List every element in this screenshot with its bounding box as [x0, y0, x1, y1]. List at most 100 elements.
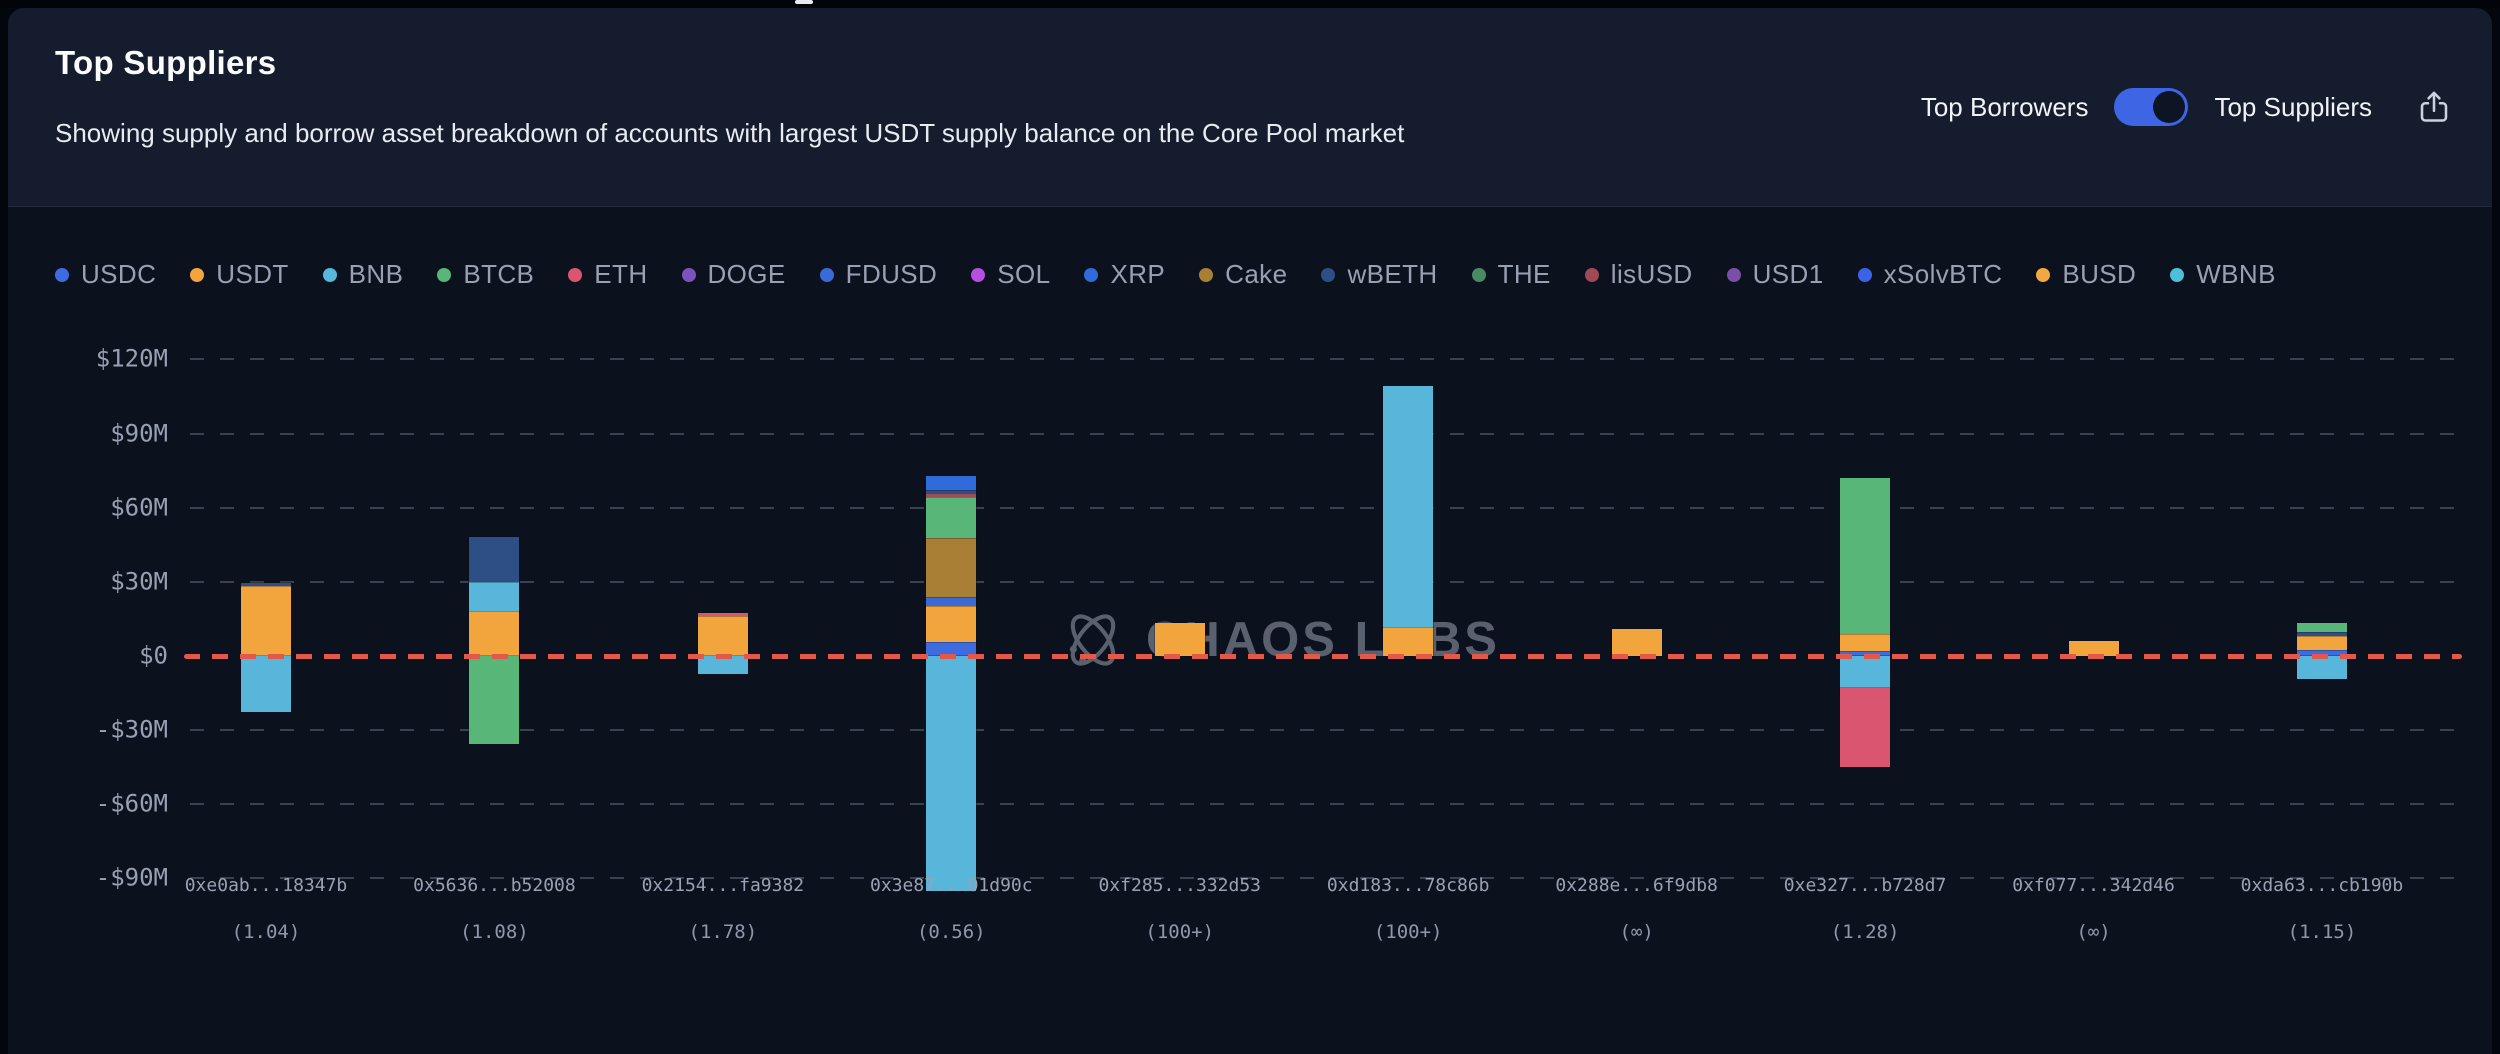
legend-dot-icon [1321, 267, 1336, 282]
legend-item-USDT[interactable]: USDT [190, 259, 288, 290]
legend-label: BTCB [463, 259, 535, 289]
x-axis-address-label: 0xe0ab...18347b [184, 875, 348, 896]
bar-segment-supply-USDT[interactable] [925, 604, 978, 644]
bar-segment-supply-BNB[interactable] [468, 580, 521, 613]
legend-label: THE [1497, 259, 1551, 289]
export-button[interactable] [2414, 87, 2454, 127]
legend-dot-icon [55, 267, 69, 282]
bar-segment-supply-wBETH[interactable] [2295, 630, 2348, 638]
bar-segment-supply-USDT[interactable] [1382, 625, 1435, 657]
x-axis-address-label: 0x288e...6f9db8 [1555, 875, 1718, 896]
legend-item-ETH[interactable]: ETH [568, 259, 647, 290]
x-axis-ratio-label: (1.78) [688, 921, 758, 943]
x-axis-ratio-label: (1.08) [460, 921, 529, 943]
chart-legend: USDC USDT BNB BTCB ETH DOGE FDUSD SOL XRP Cake wBE… [55, 259, 2276, 290]
legend-item-wBETH[interactable]: wBETH [1321, 259, 1437, 290]
bar-segment-supply-USDT[interactable] [240, 584, 292, 657]
bar-segment-supply-BTCB[interactable] [925, 496, 978, 539]
bar-segment-borrow-ETH[interactable] [1839, 687, 1892, 769]
watermark: CHAOS LABS [1060, 607, 1500, 673]
bar-segment-borrow-BNB[interactable] [696, 654, 749, 676]
bar-segment-borrow-BNB[interactable] [240, 655, 292, 713]
x-axis-address-label: 0x5636...b52008 [413, 875, 576, 896]
legend-label: SOL [997, 259, 1051, 289]
bar-segment-supply-wBETH[interactable] [240, 581, 292, 587]
legend-item-SOL[interactable]: SOL [971, 259, 1050, 290]
bar-segment-supply-BTCB[interactable] [2295, 621, 2348, 634]
bar-segment-supply-wBETH[interactable] [925, 488, 978, 495]
bar-segment-supply-Cake[interactable] [925, 536, 978, 599]
legend-label: DOGE [707, 259, 786, 289]
bar-segment-supply-USDT[interactable] [1839, 632, 1892, 653]
legend-label: USD1 [1752, 259, 1824, 289]
legend-dot-icon [568, 267, 583, 282]
legend-label: BNB [348, 259, 404, 289]
legend-label: XRP [1110, 259, 1166, 289]
legend-item-THE[interactable]: THE [1471, 259, 1551, 290]
y-axis-tick-label: -$90M [95, 863, 168, 892]
bar-segment-supply-USDT[interactable] [2067, 640, 2120, 657]
bar-segment-borrow-BNB[interactable] [925, 655, 978, 892]
legend-label: wBETH [1347, 259, 1438, 289]
legend-item-XRP[interactable]: XRP [1084, 259, 1165, 290]
bar-segment-supply-USDT[interactable] [468, 610, 521, 657]
bar-segment-supply-BTCB[interactable] [1839, 477, 1892, 635]
legend-item-lisUSD[interactable]: lisUSD [1584, 259, 1693, 290]
bar-segment-supply-USDT[interactable] [1610, 627, 1663, 657]
bar-segment-borrow-BNB[interactable] [1839, 654, 1892, 690]
header-controls: Top Borrowers Top Suppliers [1921, 8, 2454, 206]
x-axis-ratio-label: (100+) [1145, 921, 1215, 943]
legend-label: BUSD [2062, 259, 2137, 289]
bar-segment-supply-lisUSD[interactable] [925, 492, 978, 499]
legend-dot-icon [1471, 267, 1486, 282]
y-axis-tick-label: $90M [110, 419, 168, 448]
bar-segment-borrow-BTCB[interactable] [468, 655, 521, 745]
toggle-label-top-suppliers[interactable]: Top Suppliers [2214, 91, 2372, 122]
legend-item-USD1[interactable]: USD1 [1726, 259, 1824, 290]
legend-item-Cake[interactable]: Cake [1199, 259, 1287, 290]
legend-item-DOGE[interactable]: DOGE [681, 259, 786, 290]
bar-segment-supply-wBETH[interactable] [468, 535, 521, 583]
bar-segment-supply-USDC[interactable] [925, 641, 978, 657]
bar-segment-supply-USDT[interactable] [696, 615, 749, 657]
legend-item-FDUSD[interactable]: FDUSD [819, 259, 938, 290]
legend-item-WBNB[interactable]: WBNB [2170, 259, 2276, 290]
top-edge-marker [795, 0, 813, 4]
y-axis-tick-label: -$60M [95, 789, 168, 818]
toggle-label-top-borrowers[interactable]: Top Borrowers [1920, 91, 2089, 122]
y-axis-tick-label: $60M [110, 493, 168, 522]
legend-label: USDT [216, 259, 289, 289]
legend-item-BNB[interactable]: BNB [322, 259, 404, 290]
top-suppliers-card: Top Suppliers Showing supply and borrow … [8, 8, 2492, 1054]
gridline [190, 580, 2462, 583]
legend-item-BTCB[interactable]: BTCB [437, 259, 534, 290]
bar-segment-supply-FDUSD[interactable] [925, 596, 978, 607]
legend-item-BUSD[interactable]: BUSD [2036, 259, 2136, 290]
legend-item-USDC[interactable]: USDC [55, 259, 156, 290]
bar-segment-supply-BNB[interactable] [1382, 384, 1435, 628]
borrowers-suppliers-toggle[interactable] [2114, 88, 2189, 126]
bar-segment-supply-USDT[interactable] [1153, 621, 1206, 657]
legend-label: FDUSD [845, 259, 938, 289]
bar-segment-borrow-BNB[interactable] [2295, 655, 2348, 680]
stacked-bar-plot: CHAOS LABS $120M $90M $60M $30M $0 -$30M -$60M… [8, 207, 2492, 1054]
bar-segment-supply-USDC[interactable] [2295, 649, 2348, 657]
page-subtitle: Showing supply and borrow asset breakdow… [55, 118, 1405, 148]
gridline [190, 803, 2462, 806]
x-axis-ratio-label: (1.04) [231, 921, 301, 943]
bar-segment-supply-XRP[interactable] [925, 475, 978, 491]
legend-label: lisUSD [1610, 259, 1693, 289]
toggle-knob [2153, 91, 2186, 123]
legend-dot-icon [971, 267, 986, 282]
legend-dot-icon [190, 267, 205, 282]
gridline [190, 506, 2462, 509]
legend-dot-icon [1084, 267, 1099, 282]
bar-segment-supply-USDT[interactable] [2295, 635, 2348, 652]
legend-dot-icon [681, 267, 696, 282]
browser-top-strip [0, 0, 2500, 8]
y-axis-tick-label: -$30M [95, 715, 168, 744]
page-title: Top Suppliers [55, 44, 277, 81]
legend-item-xSolvBTC[interactable]: xSolvBTC [1857, 259, 2003, 290]
x-axis-address-label: 0xf077...342d46 [2012, 875, 2175, 896]
bar-segment-supply-ETH[interactable] [696, 611, 749, 618]
